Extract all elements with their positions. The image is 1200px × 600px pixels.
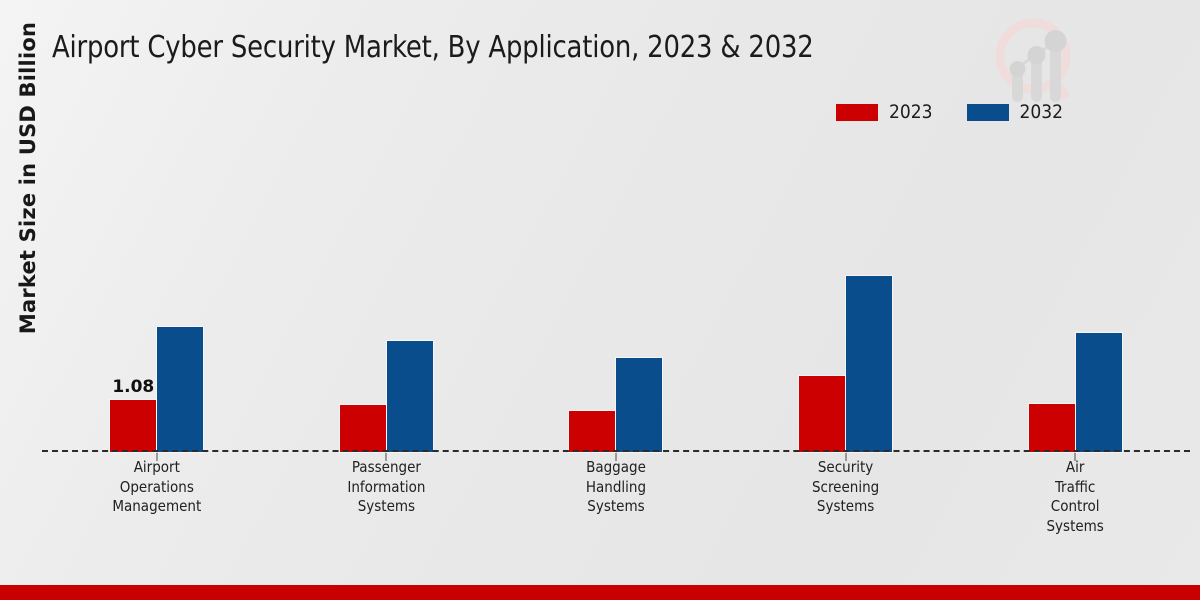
legend-label-2032: 2032	[1019, 101, 1064, 123]
y-axis-title: Market Size in USD Billion	[16, 21, 40, 335]
bar-2023[interactable]	[1027, 403, 1076, 453]
plot-area: 1.08	[42, 140, 1190, 461]
legend-label-2023: 2023	[889, 101, 933, 123]
footer-accent-bar	[0, 585, 1200, 600]
bar-pair	[1027, 332, 1123, 453]
bar-2023[interactable]	[568, 410, 617, 453]
bar-group	[272, 140, 502, 461]
bar-2032[interactable]	[385, 340, 434, 453]
x-tick-label: Security Screening Systems	[811, 458, 880, 515]
x-axis-tick-labels: Airport Operations Management Passenger …	[42, 458, 1190, 536]
magnifier-bar-chart-logo-icon	[985, 12, 1089, 108]
bar-value-label: 1.08	[112, 377, 155, 397]
axis-tick	[615, 452, 617, 461]
bar-groups: 1.08	[42, 140, 1190, 461]
axis-tick	[385, 452, 387, 461]
axis-tick	[156, 452, 158, 461]
axis-tick	[1074, 452, 1076, 461]
bar-group	[731, 140, 961, 461]
x-tick-label: Air Traffic Control Systems	[1046, 458, 1104, 535]
bar-2032[interactable]	[845, 275, 894, 453]
bar-group	[960, 140, 1190, 461]
chart-legend: 2023 2032	[836, 103, 1063, 122]
legend-item-2032[interactable]: 2032	[966, 101, 1064, 123]
bar-2023[interactable]	[338, 404, 387, 453]
bar-group: 1.08	[42, 140, 272, 461]
x-tick-label: Airport Operations Management	[112, 458, 202, 515]
bar-2032[interactable]	[1074, 332, 1123, 453]
legend-swatch-2023	[836, 104, 878, 121]
page-title: Airport Cyber Security Market, By Applic…	[52, 30, 814, 65]
x-tick-label: Passenger Information Systems	[347, 458, 426, 515]
x-tick-label: Baggage Handling Systems	[585, 458, 647, 515]
bar-pair	[798, 275, 894, 453]
bar-2032[interactable]	[156, 326, 205, 453]
axis-baseline	[42, 450, 1190, 452]
axis-tick	[845, 452, 847, 461]
legend-swatch-2032	[966, 104, 1009, 121]
bar-group	[501, 140, 731, 461]
bar-2023[interactable]: 1.08	[109, 377, 158, 453]
bar-2023[interactable]	[798, 375, 847, 453]
bar-pair	[338, 340, 434, 453]
bar-pair: 1.08	[109, 326, 205, 453]
bar-2032[interactable]	[615, 357, 664, 453]
bar-pair	[568, 357, 664, 453]
legend-item-2023[interactable]: 2023	[836, 103, 933, 122]
